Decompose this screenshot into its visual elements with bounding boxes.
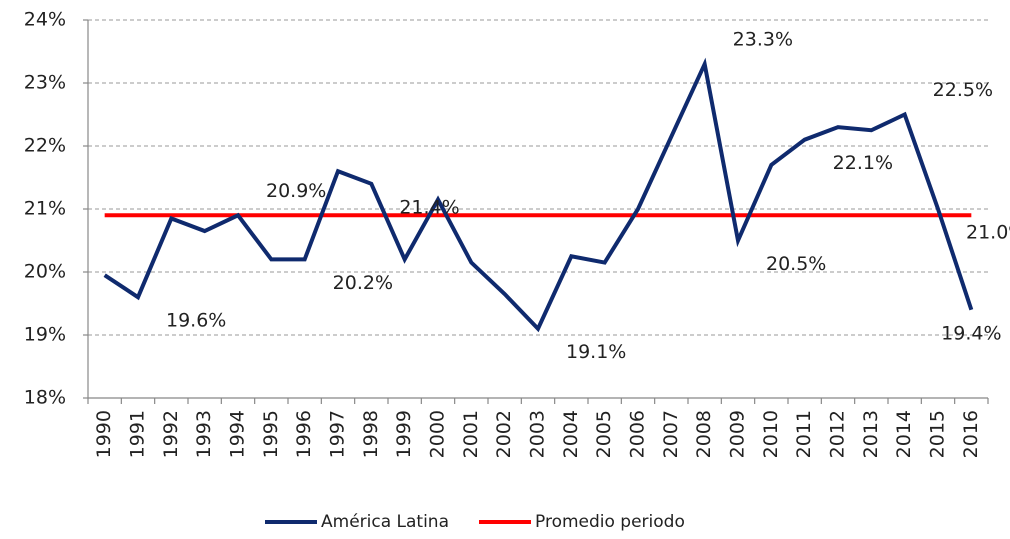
data-label: 22.5%: [933, 79, 993, 101]
data-label: 20.2%: [333, 272, 393, 294]
data-label: 21.0%: [966, 222, 1010, 244]
data-label: 23.3%: [733, 29, 793, 51]
legend-label: América Latina: [321, 512, 449, 532]
data-label: 19.4%: [941, 322, 1001, 344]
x-tick-label: 1999: [393, 410, 415, 458]
x-tick-label: 1997: [327, 410, 349, 458]
y-tick-label: 20%: [24, 261, 66, 283]
x-tick-label: 2006: [627, 410, 649, 458]
x-tick-label: 2014: [893, 410, 915, 458]
x-tick-label: 2007: [660, 410, 682, 458]
data-label: 21.4%: [399, 196, 459, 218]
x-tick-label: 1998: [360, 410, 382, 458]
data-label: 19.1%: [566, 341, 626, 363]
y-tick-label: 21%: [24, 198, 66, 220]
x-tick-label: 2000: [427, 410, 449, 458]
x-tick-label: 2001: [460, 410, 482, 458]
y-tick-label: 23%: [24, 72, 66, 94]
legend-label: Promedio periodo: [535, 512, 685, 532]
x-tick-label: 2002: [493, 410, 515, 458]
x-tick-label: 2008: [693, 410, 715, 458]
legend: América Latina Promedio periodo: [265, 512, 685, 532]
x-tick-label: 1992: [160, 410, 182, 458]
x-tick-label: 2012: [827, 410, 849, 458]
x-tick-label: 2009: [727, 410, 749, 458]
x-tick-label: 2016: [960, 410, 982, 458]
data-label: 20.5%: [766, 253, 826, 275]
y-tick-label: 24%: [24, 9, 66, 31]
x-tick-label: 1993: [193, 410, 215, 458]
y-tick-label: 22%: [24, 135, 66, 157]
x-tick-label: 2005: [593, 410, 615, 458]
x-tick-label: 2003: [527, 410, 549, 458]
x-tick-label: 1996: [293, 410, 315, 458]
data-label: 22.1%: [833, 152, 893, 174]
y-tick-label: 18%: [24, 387, 66, 409]
data-label: 20.9%: [266, 180, 326, 202]
x-tick-label: 1995: [260, 410, 282, 458]
data-label: 19.6%: [166, 310, 226, 332]
x-tick-label: 2015: [927, 410, 949, 458]
x-tick-label: 1994: [227, 410, 249, 458]
x-tick-label: 2010: [760, 410, 782, 458]
x-tick-label: 2013: [860, 410, 882, 458]
x-tick-label: 1991: [127, 410, 149, 458]
x-tick-label: 2011: [793, 410, 815, 458]
series-line: [103, 57, 974, 333]
y-tick-label: 19%: [24, 324, 66, 346]
x-tick-label: 1990: [93, 410, 115, 458]
x-tick-label: 2004: [560, 410, 582, 458]
